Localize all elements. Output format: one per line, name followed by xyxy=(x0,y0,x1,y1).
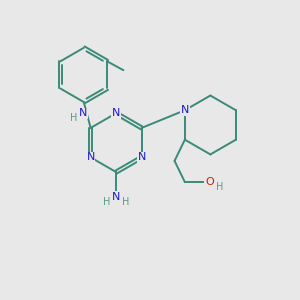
Text: O: O xyxy=(205,177,214,187)
Text: N: N xyxy=(79,109,87,118)
Text: N: N xyxy=(86,152,95,162)
Text: H: H xyxy=(122,196,130,206)
Text: N: N xyxy=(137,152,146,162)
Text: H: H xyxy=(103,196,110,206)
Text: N: N xyxy=(112,191,120,202)
Text: N: N xyxy=(112,108,120,118)
Text: H: H xyxy=(70,113,78,123)
Text: N: N xyxy=(181,105,189,115)
Text: H: H xyxy=(216,182,223,192)
